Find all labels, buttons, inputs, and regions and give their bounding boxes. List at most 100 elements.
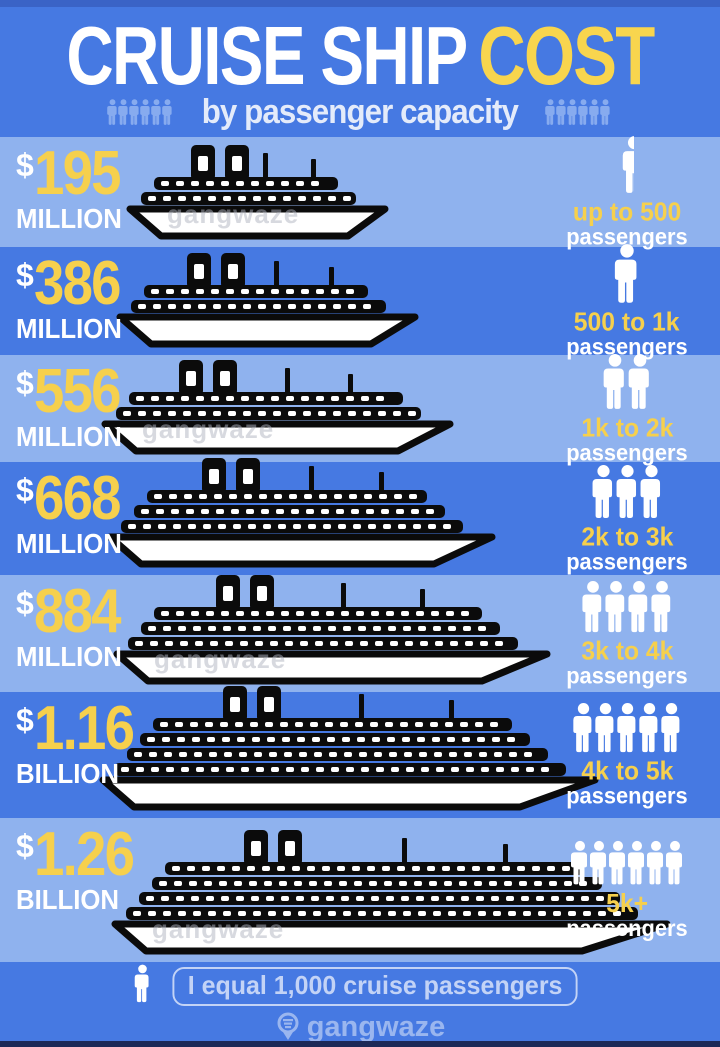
watermark-text: gangwaze xyxy=(154,644,287,674)
small-person-icon xyxy=(106,99,119,126)
small-person-icon xyxy=(128,99,141,126)
price-top: $ 1.16 xyxy=(16,694,146,763)
capacity-unit-label: passengers xyxy=(566,661,688,688)
bottom-border-strip xyxy=(0,1041,720,1047)
person-icon xyxy=(659,702,684,754)
person-icon xyxy=(569,840,591,887)
subtitle-row: by passenger capacity xyxy=(0,93,720,132)
price-currency-symbol: $ xyxy=(16,365,34,401)
passenger-icons xyxy=(590,464,665,520)
person-icon xyxy=(571,702,596,754)
capacity-unit-label: passengers xyxy=(566,914,688,941)
person-icon xyxy=(601,353,629,411)
price-top: $ 195 xyxy=(16,139,131,208)
price-unit: BILLION xyxy=(16,757,120,789)
person-icon xyxy=(626,580,652,634)
small-person-icon xyxy=(150,99,163,126)
price-amount: 884 xyxy=(33,577,122,646)
price-label: $ 668 MILLION xyxy=(16,468,131,559)
price-top: $ 556 xyxy=(16,357,131,426)
legend-text: I equal 1,000 cruise passengers xyxy=(188,969,563,1000)
person-icon xyxy=(645,840,667,887)
small-person-icon xyxy=(544,99,557,126)
capacity-range-label: 2k to 3k xyxy=(580,520,673,551)
capacity-range-label: 5k+ xyxy=(606,887,648,918)
price-amount: 195 xyxy=(33,139,122,208)
capacity-range-label: 1k to 2k xyxy=(580,411,673,442)
legend-row: I equal 1,000 cruise passengers xyxy=(133,964,586,1009)
footer: I equal 1,000 cruise passengers gangwaze xyxy=(0,962,720,1043)
price-unit: MILLION xyxy=(16,527,122,559)
infographic-title: CRUISE SHIP COST xyxy=(58,14,663,97)
price-top: $ 1.26 xyxy=(16,824,146,886)
passenger-capacity: 2k to 3k passengers xyxy=(538,464,716,573)
passenger-icons xyxy=(601,353,654,411)
person-icon xyxy=(612,243,642,305)
small-person-icon xyxy=(588,99,601,126)
top-border-strip xyxy=(0,0,720,7)
person-icon xyxy=(588,840,610,887)
person-icon xyxy=(626,840,648,887)
price-unit: MILLION xyxy=(16,640,122,672)
passenger-capacity: 3k to 4k passengers xyxy=(538,580,716,687)
price-currency-symbol: $ xyxy=(16,472,34,508)
small-person-icon xyxy=(566,99,579,126)
person-icon xyxy=(590,464,617,520)
small-person-icon xyxy=(599,99,612,126)
price-amount: 386 xyxy=(33,249,122,318)
price-currency-symbol: $ xyxy=(16,147,34,183)
watermark-text: gangwaze xyxy=(167,199,300,229)
watermark-text: gangwaze xyxy=(142,414,275,444)
subtitle-text: by passenger capacity xyxy=(201,93,519,132)
price-amount: 556 xyxy=(33,357,122,426)
price-label: $ 386 MILLION xyxy=(16,249,131,343)
passenger-icons xyxy=(571,702,684,754)
capacity-unit-label: passengers xyxy=(566,438,688,465)
passenger-capacity: 5k+ passengers xyxy=(538,840,716,940)
capacity-row: $ 386 MILLION 500 to 1k passengers xyxy=(0,244,720,359)
price-label: $ 1.26 BILLION xyxy=(16,824,146,915)
person-icon xyxy=(626,353,654,411)
price-amount: 1.16 xyxy=(33,694,135,763)
capacity-unit-label: passengers xyxy=(566,547,688,574)
cruise-ship-icon xyxy=(115,251,420,349)
price-label: $ 1.16 BILLION xyxy=(16,694,146,789)
person-icon xyxy=(637,702,662,754)
price-label: $ 195 MILLION xyxy=(16,139,131,233)
half-person-icon xyxy=(620,135,634,195)
price-top: $ 884 xyxy=(16,577,131,646)
passenger-capacity: up to 500 passengers xyxy=(538,135,716,249)
person-icon xyxy=(614,464,641,520)
price-unit: BILLION xyxy=(16,883,120,915)
capacity-row: $ 668 MILLION 2k to 3k passengers xyxy=(0,458,720,575)
person-icon xyxy=(664,840,686,887)
passenger-icons xyxy=(580,580,675,634)
cruise-ship-icon: gangwaze xyxy=(100,358,455,456)
person-icon xyxy=(615,702,640,754)
price-label: $ 556 MILLION xyxy=(16,357,131,451)
capacity-range-label: up to 500 xyxy=(572,196,682,227)
cruise-ship-icon xyxy=(105,456,497,569)
passenger-capacity: 500 to 1k passengers xyxy=(538,243,716,360)
capacity-row: $ 884 MILLION gangwaze 3k to 4k passenge… xyxy=(0,575,720,692)
price-currency-symbol: $ xyxy=(16,702,34,738)
capacity-unit-label: passengers xyxy=(566,782,688,809)
capacity-range-label: 500 to 1k xyxy=(574,306,680,337)
people-icons-left xyxy=(106,99,174,126)
price-top: $ 668 xyxy=(16,468,131,530)
cruise-ship-icon: gangwaze xyxy=(110,828,672,956)
price-currency-symbol: $ xyxy=(16,257,34,293)
price-currency-symbol: $ xyxy=(16,828,34,864)
person-icon xyxy=(607,840,629,887)
person-icon xyxy=(593,702,618,754)
passenger-capacity: 1k to 2k passengers xyxy=(538,353,716,464)
price-currency-symbol: $ xyxy=(16,585,34,621)
title-white-part: CRUISE SHIP xyxy=(66,8,468,102)
person-icon xyxy=(638,464,665,520)
capacity-row: $ 1.26 BILLION gangwaze 5k+ passengers xyxy=(0,818,720,962)
small-person-icon xyxy=(161,99,174,126)
passenger-icons xyxy=(612,243,642,305)
small-person-icon xyxy=(555,99,568,126)
capacity-unit-label: passengers xyxy=(566,333,688,360)
